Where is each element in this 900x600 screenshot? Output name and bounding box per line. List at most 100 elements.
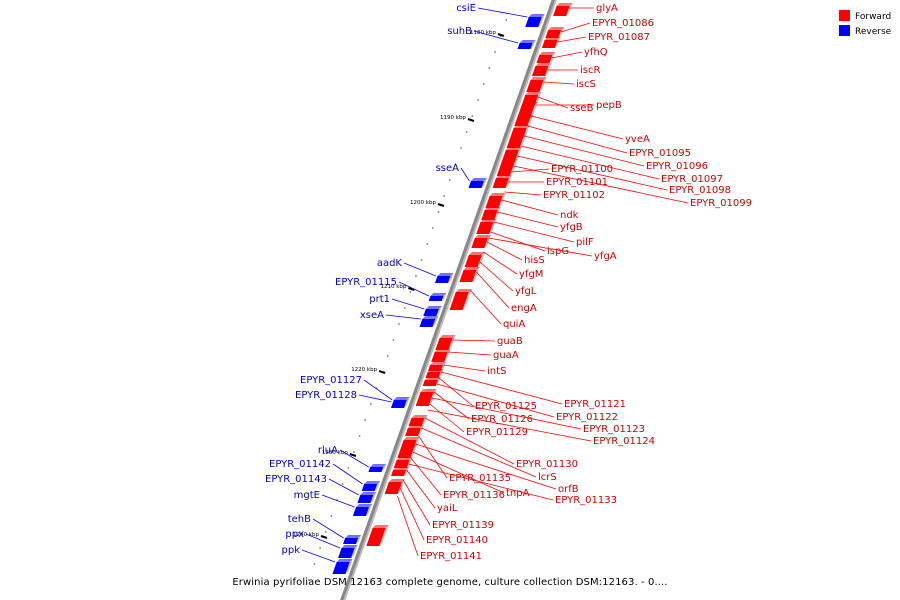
scale-dot: [431, 227, 434, 229]
scale-dot: [409, 291, 412, 293]
gene-label-epyr-01124: EPYR_01124: [593, 436, 655, 447]
gene-label-ispg: ispG: [547, 246, 569, 257]
forward-leader-line: [469, 289, 502, 325]
forward-leader-line: [397, 495, 419, 557]
forward-gene-block: [431, 349, 451, 362]
forward-gene-block: [514, 115, 534, 126]
reverse-gene-block: [468, 178, 487, 188]
forward-leader-line: [517, 155, 668, 191]
reverse-gene-block: [390, 397, 410, 408]
gene-label-ints: intS: [487, 366, 506, 377]
tick-mark: [320, 535, 328, 539]
forward-leader-line: [504, 191, 542, 196]
gene-label-epyr-01140: EPYR_01140: [426, 535, 488, 546]
forward-leader-line: [406, 469, 436, 509]
tick-label: 1210 kbp: [380, 284, 406, 290]
genome-backbone: [340, 0, 555, 600]
reverse-leader-line: [312, 518, 344, 539]
tick-label: 1220 kbp: [351, 367, 377, 373]
forward-gene-block: [464, 252, 485, 267]
gene-label-epyr-01095: EPYR_01095: [629, 148, 691, 159]
gene-label-epyr-01123: EPYR_01123: [583, 424, 645, 435]
gene-label-epyr-01139: EPYR_01139: [432, 520, 494, 531]
gene-label-yfgl: yfgL: [515, 286, 537, 297]
forward-leader-line: [520, 145, 660, 180]
forward-leader-line: [476, 271, 510, 309]
gene-label-epyr-01100: EPYR_01100: [551, 164, 613, 175]
forward-gene-block: [481, 207, 501, 220]
forward-leader-line: [415, 443, 557, 490]
scale-dot: [398, 323, 400, 325]
gene-label-epyr-01129: EPYR_01129: [466, 427, 528, 438]
gene-label-glya: glyA: [596, 3, 618, 14]
forward-leader-line: [479, 261, 514, 292]
forward-leader-line: [557, 36, 587, 43]
forward-leader-line: [433, 391, 470, 420]
gene-label-hiss: hisS: [524, 255, 545, 266]
reverse-leader-line: [305, 533, 341, 549]
scale-dot: [358, 435, 361, 437]
tick-mark: [408, 287, 415, 291]
forward-gene-block: [531, 63, 552, 76]
forward-gene-block: [390, 467, 410, 476]
reverse-gene-block: [357, 492, 377, 503]
scale-dot: [443, 195, 446, 197]
gene-label-yfhq: yfhQ: [584, 47, 608, 58]
gene-label-enga: engA: [511, 303, 537, 314]
reverse-gene-block: [419, 316, 439, 327]
reverse-gene-block: [352, 504, 373, 516]
scale-dot: [482, 83, 485, 85]
gene-label-epyr-01098: EPYR_01098: [669, 185, 731, 196]
reverse-gene-block: [368, 464, 387, 472]
gene-label-ppk: ppk: [282, 545, 301, 556]
gene-label-guab: guaB: [497, 336, 523, 347]
genome-caption: Erwinia pyrifoliae DSM 12163 complete ge…: [232, 577, 668, 588]
forward-gene-labels: glyA EPYR_01086 EPYR_01087 yfhQ iscR iscS sseB…: [397, 3, 752, 562]
forward-leader-line: [537, 96, 569, 109]
tick-label: 1190 kbp: [440, 115, 466, 121]
gene-label-epyr-01127: EPYR_01127: [300, 375, 362, 386]
gene-label-rlua: rluA: [318, 445, 338, 456]
forward-gene-block: [408, 415, 428, 426]
forward-leader-line: [418, 435, 448, 479]
gene-label-epyr-01099: EPYR_01099: [690, 198, 752, 209]
forward-leader-line: [543, 81, 575, 85]
forward-gene-block: [459, 267, 480, 282]
scale-dot: [364, 419, 367, 421]
gene-label-epyr-01102: EPYR_01102: [543, 190, 605, 201]
gene-label-aadk: aadK: [377, 258, 403, 269]
gene-label-epyr-01126: EPYR_01126: [471, 414, 533, 425]
forward-leader-line: [452, 339, 496, 342]
scale-dot: [347, 467, 350, 469]
reverse-leader-line: [385, 314, 421, 320]
forward-gene-block: [366, 525, 389, 546]
legend-swatch-forward: [839, 10, 850, 21]
reverse-leader-line: [339, 449, 369, 468]
gene-label-epyr-01121: EPYR_01121: [564, 399, 626, 410]
gene-label-epyr-01097: EPYR_01097: [661, 174, 723, 185]
gene-label-orfb: orfB: [558, 484, 579, 495]
tick-mark: [497, 33, 505, 37]
forward-leader-line: [483, 251, 518, 275]
forward-gene-block: [471, 235, 491, 248]
scale-dot: [454, 163, 457, 165]
forward-gene-block: [485, 193, 506, 208]
gene-label-mgte: mgtE: [294, 490, 320, 501]
gene-label-pepb: pepB: [596, 100, 622, 111]
legend-label-reverse: Reverse: [855, 27, 892, 37]
reverse-leader-line: [328, 478, 359, 496]
gene-label-iscr: iscR: [580, 65, 600, 76]
forward-gene-block: [435, 335, 456, 350]
forward-leader-line: [399, 487, 425, 541]
forward-leader-line: [490, 231, 546, 252]
reverse-gene-block: [435, 273, 454, 283]
forward-leader-line: [488, 237, 593, 257]
forward-leader-line: [410, 457, 442, 496]
forward-leader-line: [431, 397, 582, 430]
scale-dot: [353, 451, 355, 453]
forward-leader-line: [402, 479, 431, 526]
forward-leader-line: [443, 364, 486, 372]
gene-label-prt1: prt1: [369, 294, 390, 305]
scale-dot: [426, 243, 429, 245]
gene-label-csie: csiE: [456, 3, 476, 14]
